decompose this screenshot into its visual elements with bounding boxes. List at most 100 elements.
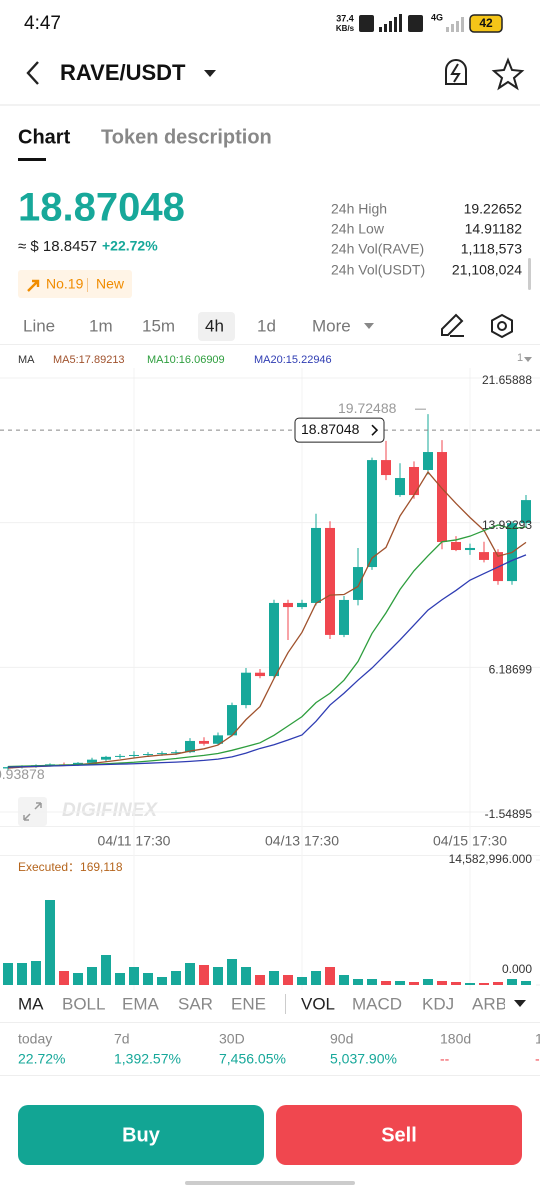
indicator-tab[interactable]: ENE [231, 994, 266, 1013]
candle-body [143, 754, 153, 756]
volume-bar [493, 981, 503, 985]
ma-menu-arrow[interactable] [524, 357, 532, 362]
signal-icon [379, 14, 402, 32]
candle-body [479, 552, 489, 560]
pair-title[interactable]: RAVE/USDT [60, 60, 186, 85]
period-label: 7d [114, 1031, 130, 1047]
stat-label: 24h Vol(USDT) [331, 262, 425, 278]
net-speed: 37.4 [336, 13, 354, 23]
candle-body [297, 602, 307, 608]
candle-body [213, 735, 223, 744]
current-price-chevron [371, 424, 379, 436]
indicator-tab[interactable]: EMA [122, 994, 160, 1013]
volume-bar [297, 977, 307, 985]
high-label: 19.72488 [338, 400, 397, 416]
volume-bar [367, 978, 377, 985]
candle-body [381, 460, 391, 476]
volume-bar [3, 963, 13, 985]
tab[interactable]: Chart [18, 126, 71, 148]
candle-body [199, 740, 209, 744]
home-indicator [185, 1181, 355, 1185]
candle-body [521, 500, 531, 524]
ma-menu: 1 [517, 352, 523, 364]
volume-bar [395, 980, 405, 985]
candle-body [437, 452, 447, 542]
candle-body [157, 753, 167, 755]
more-dropdown[interactable] [364, 323, 374, 329]
interval[interactable]: More [312, 316, 351, 335]
settings-button[interactable] [491, 313, 513, 339]
legend-entry: MA10:16.06909 [147, 354, 225, 366]
x-tick-label: 04/15 17:30 [433, 833, 507, 849]
separator [285, 994, 286, 1014]
status-time: 4:47 [24, 13, 61, 34]
interval[interactable]: 1m [89, 316, 113, 335]
volume-bar [171, 970, 181, 985]
divider [0, 104, 540, 106]
scrollbar [528, 258, 531, 290]
interval[interactable]: Line [23, 316, 55, 335]
candle-body [171, 752, 181, 754]
interval[interactable]: 4h [205, 316, 224, 335]
period-change: -- [535, 1051, 540, 1067]
tabs-dropdown[interactable] [514, 1000, 526, 1007]
new-tag: New [96, 276, 125, 292]
draw-tool-button[interactable] [441, 313, 464, 337]
period-label: 180d [440, 1031, 471, 1047]
alert-button[interactable] [445, 59, 467, 85]
indicator-tab[interactable]: MA [18, 994, 44, 1013]
candle-body [423, 452, 433, 470]
fade-overlay [505, 990, 540, 1020]
volume-bar [129, 966, 139, 985]
signal-icon [446, 17, 464, 32]
period-change: 7,456.05% [219, 1051, 286, 1067]
interval-active-bg [198, 312, 235, 341]
battery-icon [469, 14, 503, 33]
tab[interactable]: Token description [101, 126, 272, 148]
indicator-tab[interactable]: MACD [352, 994, 402, 1013]
period-change: 5,037.90% [330, 1051, 397, 1067]
period-change: 22.72% [18, 1051, 65, 1067]
ma-line [7, 554, 527, 768]
volume-bar [381, 980, 391, 985]
favorite-button[interactable] [491, 57, 525, 91]
divider [0, 855, 540, 856]
interval[interactable]: 1d [257, 316, 276, 335]
rank-badge [18, 270, 132, 298]
sell-button[interactable] [276, 1105, 522, 1165]
volume-bar [325, 966, 335, 985]
volume-bar [465, 983, 475, 985]
battery-level: 42 [479, 16, 493, 30]
back-button[interactable] [26, 61, 39, 85]
volume-bar [17, 963, 27, 985]
candle-body [367, 460, 377, 568]
y-tick-label: 0.000 [502, 962, 532, 976]
indicator-tab[interactable]: SAR [178, 994, 213, 1013]
divider [0, 1022, 540, 1023]
candle-body [451, 541, 461, 551]
volume-bar [283, 975, 293, 985]
price-change: +22.72% [102, 238, 158, 254]
pair-dropdown[interactable] [204, 70, 216, 77]
fiat-price: ≈ $ 18.8457 [18, 238, 97, 255]
period-change: 1,392.57% [114, 1051, 181, 1067]
y-tick-label: 21.65888 [482, 373, 532, 387]
indicator-tab[interactable]: VOL [301, 994, 335, 1013]
stat-value: 21,108,024 [452, 262, 522, 278]
current-price-label: 18.87048 [301, 421, 360, 437]
candle-body [353, 567, 363, 600]
volume-bar [311, 970, 321, 985]
buy-button[interactable] [18, 1105, 264, 1165]
volume-bar [87, 966, 97, 985]
y-tick-label: 13.92293 [482, 518, 532, 532]
volume-bar [521, 980, 531, 985]
volume-bar [73, 972, 83, 985]
candle-body [395, 478, 405, 496]
volte-icon [408, 15, 423, 32]
divider [0, 344, 540, 345]
indicator-tab[interactable]: KDJ [422, 994, 454, 1013]
x-tick-label: 04/13 17:30 [265, 833, 339, 849]
indicator-tab[interactable]: BOLL [62, 994, 105, 1013]
interval[interactable]: 15m [142, 316, 175, 335]
period-label: 30D [219, 1031, 245, 1047]
